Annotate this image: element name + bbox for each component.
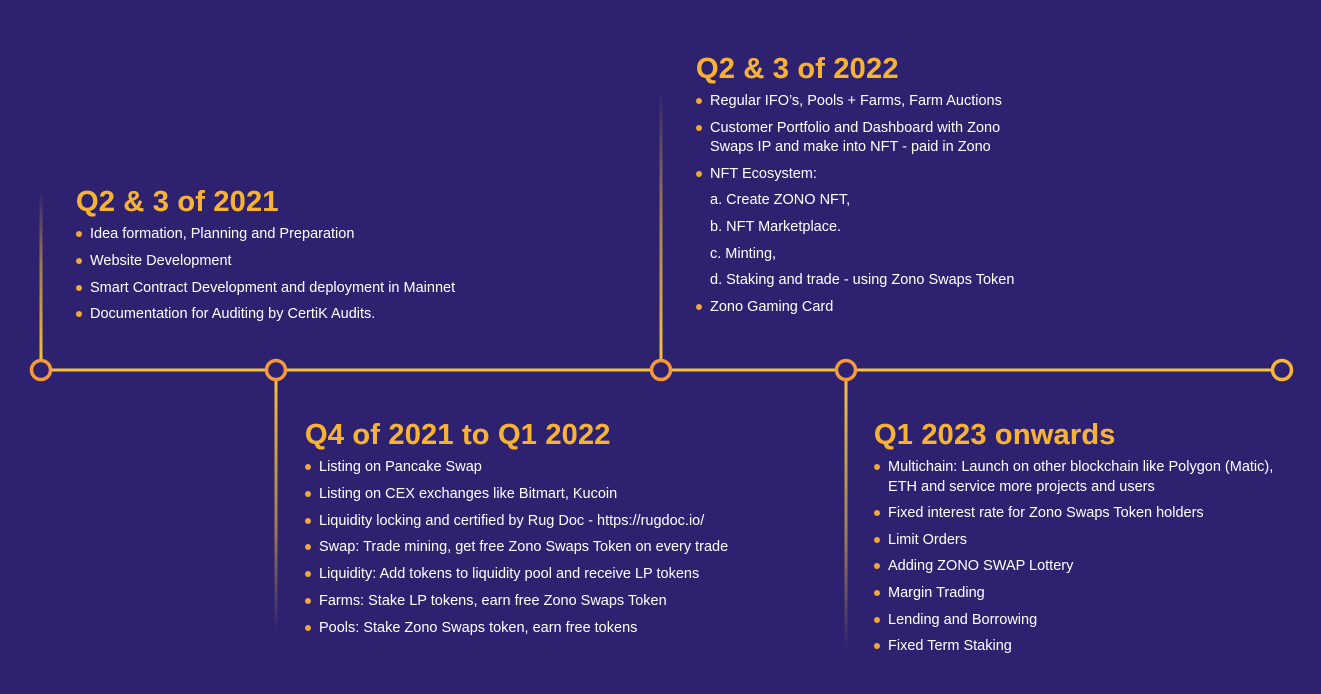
milestone-items: Regular IFO’s, Pools + Farms, Farm Aucti… [696,92,1014,316]
milestone-q2-q3-2022: Q2 & 3 of 2022 Regular IFO’s, Pools + Fa… [696,53,1014,324]
milestone-q4-2021-q1-2022: Q4 of 2021 to Q1 2022 Listing on Pancake… [305,419,728,646]
milestone-list-item: Idea formation, Planning and Preparation [76,225,455,243]
milestone-title: Q1 2023 onwards [874,419,1273,452]
milestone-q1-2023-onwards: Q1 2023 onwards Multichain: Launch on ot… [874,419,1273,664]
timeline-node-5 [1270,358,1294,382]
milestone-list-subitem: a. Create ZONO NFT, [710,192,851,209]
milestone-list-item: Listing on CEX exchanges like Bitmart, K… [305,485,728,503]
milestone-list-item: Website Development [76,252,455,270]
milestone-list-item: Limit Orders [874,531,1273,549]
connector-line-2 [659,90,663,360]
milestone-list-item: Customer Portfolio and Dashboard with Zo… [696,119,1014,137]
milestone-items: Listing on Pancake Swap Listing on CEX ex… [305,458,728,637]
milestone-list-item: Pools: Stake Zono Swaps token, earn free… [305,619,728,637]
milestone-list-item: Zono Gaming Card [696,298,1014,316]
milestone-title: Q2 & 3 of 2022 [696,53,1014,86]
milestone-list-item: Fixed Term Staking [874,637,1273,655]
milestone-list-item: Liquidity: Add tokens to liquidity pool … [305,565,728,583]
milestone-list-item: Adding ZONO SWAP Lottery [874,557,1273,575]
connector-line-4 [844,380,848,650]
milestone-list-item: Documentation for Auditing by CertiK Aud… [76,305,455,323]
timeline-node-3 [649,358,673,382]
milestone-items: Idea formation, Planning and Preparation… [76,225,455,323]
milestone-list-subitem: Swaps IP and make into NFT - paid in Zon… [710,139,991,156]
milestone-list-item: Fixed interest rate for Zono Swaps Token… [874,504,1273,522]
milestone-list-subitem: ETH and service more projects and users [888,478,1155,495]
milestone-title: Q2 & 3 of 2021 [76,186,455,219]
milestone-list-subitem: b. NFT Marketplace. [710,218,842,235]
milestone-list-item: NFT Ecosystem: [696,165,1014,183]
milestone-list-subitem: d. Staking and trade - using Zono Swaps … [710,272,1015,289]
milestone-list-item: Swap: Trade mining, get free Zono Swaps … [305,538,728,556]
milestone-list-item: Liquidity locking and certified by Rug D… [305,512,728,530]
milestone-list-subitem: c. Minting, [710,245,777,262]
milestone-list-item: Multichain: Launch on other blockchain l… [874,458,1273,476]
milestone-items: Multichain: Launch on other blockchain l… [874,458,1273,655]
timeline-node-1 [29,358,53,382]
connector-line-3 [274,380,278,630]
milestone-list-item: Lending and Borrowing [874,611,1273,629]
timeline-node-2 [264,358,288,382]
milestone-list-item: Farms: Stake LP tokens, earn free Zono S… [305,592,728,610]
milestone-q2-q3-2021: Q2 & 3 of 2021 Idea formation, Planning … [76,186,455,332]
milestone-list-item: Smart Contract Development and deploymen… [76,279,455,297]
milestone-list-item: Listing on Pancake Swap [305,458,728,476]
connector-line-1 [39,190,43,360]
milestone-list-item: Regular IFO’s, Pools + Farms, Farm Aucti… [696,92,1014,110]
milestone-list-item: Margin Trading [874,584,1273,602]
timeline-node-4 [834,358,858,382]
milestone-title: Q4 of 2021 to Q1 2022 [305,419,728,452]
